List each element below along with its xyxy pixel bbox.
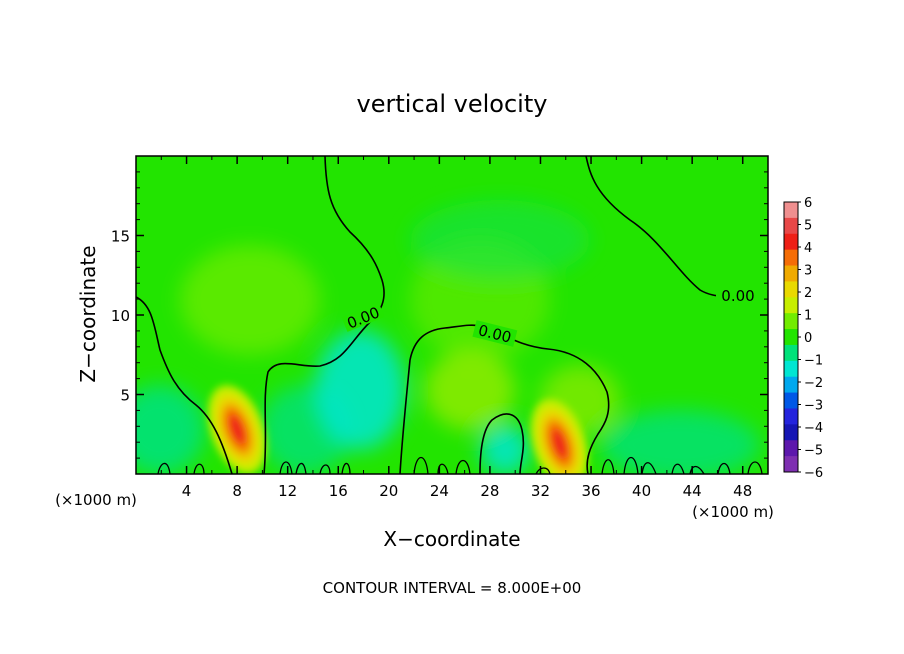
colorbar-swatch <box>784 424 798 441</box>
x-axis-label: X−coordinate <box>383 527 520 551</box>
colorbar-swatch <box>784 297 798 314</box>
contour-line-right <box>585 156 729 298</box>
contour-label-3: 0.00 <box>721 287 754 305</box>
y-tick-label: 10 <box>111 307 130 325</box>
colorbar-swatch <box>784 392 798 409</box>
colorbar-label: −5 <box>804 444 823 459</box>
field-cores <box>208 385 588 474</box>
colorbar-label: 5 <box>804 219 812 234</box>
colorbar-label: 3 <box>804 264 812 279</box>
colorbar-swatch <box>784 249 798 267</box>
colorbar-swatch <box>784 360 798 378</box>
contour-surface-wiggles <box>157 456 763 474</box>
colorbar-swatch <box>784 265 798 282</box>
x-tick-label: 16 <box>329 482 348 500</box>
near-zero-region <box>410 200 590 280</box>
field-soft-regions <box>136 200 760 474</box>
x-tick-label: 32 <box>531 482 550 500</box>
colorbar-label: 2 <box>804 286 812 301</box>
downdraft-region <box>136 385 205 474</box>
x-unit-right: (×1000 m) <box>692 503 774 521</box>
colorbar-label: −1 <box>804 354 823 369</box>
contour-label-bg-2 <box>472 320 518 347</box>
colorbar-swatch <box>784 281 798 298</box>
velocity-field: 0.00 0.00 0.00 <box>136 156 768 474</box>
x-tick-label: 40 <box>632 482 651 500</box>
updraft-core <box>229 415 245 444</box>
colorbar-swatch <box>784 376 798 394</box>
chart-title: vertical velocity <box>357 90 548 118</box>
colorbar-swatch <box>784 456 798 473</box>
contour-label-bg-1 <box>341 302 385 332</box>
colorbar-label: −6 <box>804 466 823 481</box>
x-unit-left: (×1000 m) <box>55 491 137 509</box>
downdraft-region <box>600 410 760 474</box>
x-tick-label: 8 <box>232 482 242 500</box>
colorbar-swatch <box>784 329 798 346</box>
contour-interval-note: CONTOUR INTERVAL = 8.000E+00 <box>323 579 582 597</box>
colorbar-swatch <box>784 233 798 251</box>
contour-label-bg-3 <box>716 286 758 304</box>
colorbar-swatch <box>784 344 798 362</box>
colorbar-label: 1 <box>804 309 812 324</box>
colorbar-label: −4 <box>804 421 823 436</box>
x-tick-label: 28 <box>480 482 499 500</box>
downdraft-region <box>480 425 530 474</box>
downdraft-region <box>315 330 405 450</box>
colorbar-label: −3 <box>804 399 823 414</box>
colorbar-label: 4 <box>804 241 812 256</box>
x-tick-label: 48 <box>733 482 752 500</box>
contour-line-left <box>136 296 233 474</box>
light-updraft-region <box>425 350 515 430</box>
x-tick-label: 24 <box>430 482 449 500</box>
light-updraft-region <box>180 245 320 355</box>
x-tick-label: 12 <box>278 482 297 500</box>
colorbar-label: 0 <box>804 331 812 346</box>
x-tick-label: 44 <box>683 482 702 500</box>
colorbar-label: 6 <box>804 196 812 211</box>
colorbar-label: −2 <box>804 376 823 391</box>
colorbar-swatch <box>784 408 798 425</box>
x-tick-label: 20 <box>379 482 398 500</box>
y-tick-label: 5 <box>120 387 130 405</box>
colorbar-swatch <box>784 217 798 235</box>
y-tick-label: 15 <box>111 228 130 246</box>
x-tick-label: 4 <box>182 482 192 500</box>
contour-line-center <box>263 156 385 474</box>
colorbar-swatch <box>784 440 798 457</box>
colorbar: 6 5 4 3 2 1 0 −1 −2 −3 −4 −5 −6 <box>783 196 823 481</box>
colorbar-swatch <box>784 202 798 219</box>
x-tick-label: 36 <box>581 482 600 500</box>
updraft-core <box>552 429 567 459</box>
contour-line-inner-dip <box>479 413 525 474</box>
y-axis-label: Z−coordinate <box>76 245 100 382</box>
colorbar-swatch <box>784 313 798 330</box>
field-features <box>136 200 760 474</box>
